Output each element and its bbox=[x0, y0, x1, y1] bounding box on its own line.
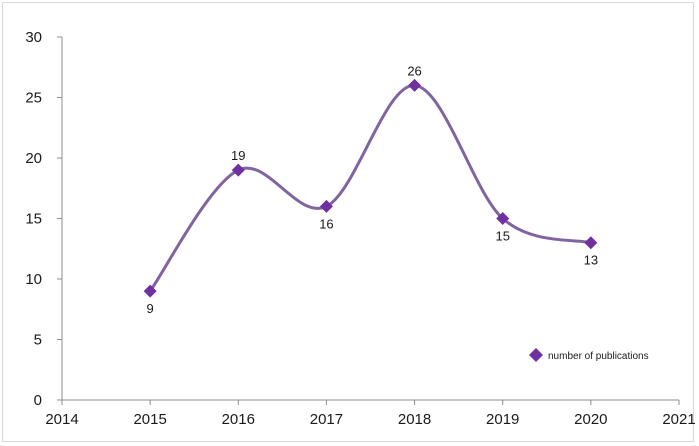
y-tick-label: 10 bbox=[25, 271, 42, 288]
x-tick-label: 2019 bbox=[486, 411, 519, 428]
x-tick-label: 2018 bbox=[398, 411, 431, 428]
data-point-marker bbox=[496, 212, 510, 225]
y-tick-label: 0 bbox=[34, 392, 42, 409]
x-tick-label: 2021 bbox=[662, 411, 695, 428]
y-tick-label: 20 bbox=[25, 150, 42, 167]
data-label: 9 bbox=[147, 301, 154, 316]
chart-frame bbox=[2, 2, 694, 442]
data-label: 26 bbox=[407, 63, 421, 78]
series-line-number-of-publications bbox=[148, 83, 592, 292]
series-markers bbox=[143, 78, 598, 298]
x-tick-label: 2017 bbox=[310, 411, 343, 428]
x-tick-label: 2014 bbox=[45, 411, 78, 428]
y-tick-label: 30 bbox=[25, 29, 42, 46]
chart-axes bbox=[61, 37, 679, 401]
x-tick-label: 2015 bbox=[133, 411, 166, 428]
data-point-marker bbox=[584, 236, 598, 250]
legend-marker-diamond bbox=[529, 348, 543, 362]
y-tick-label: 25 bbox=[25, 90, 42, 107]
data-point-marker bbox=[408, 78, 422, 92]
x-tick-label: 2016 bbox=[222, 411, 255, 428]
y-tick-label: 15 bbox=[25, 211, 42, 228]
data-label: 15 bbox=[495, 229, 509, 244]
axis-ticks: 0 5 10 15 20 25 30 2014 2015 2016 2017 2018 2019 2020… bbox=[25, 29, 695, 428]
data-labels: 9 19 16 26 15 13 bbox=[147, 63, 599, 316]
data-label: 19 bbox=[231, 148, 245, 163]
data-label: 16 bbox=[319, 216, 333, 231]
x-tick-label: 2020 bbox=[574, 411, 607, 428]
data-label: 13 bbox=[584, 253, 598, 268]
data-point-marker bbox=[319, 199, 333, 213]
legend-label: number of publications bbox=[548, 351, 649, 362]
data-point-marker bbox=[143, 284, 157, 298]
y-tick-label: 5 bbox=[34, 332, 42, 349]
data-point-marker bbox=[231, 163, 245, 177]
legend: number of publications bbox=[529, 348, 649, 362]
